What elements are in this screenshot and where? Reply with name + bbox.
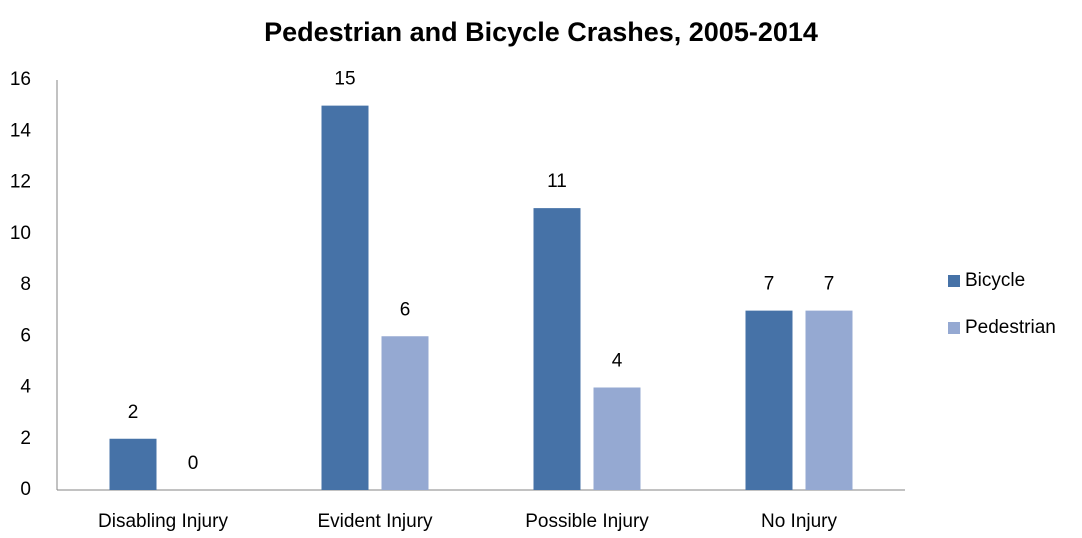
legend-label: Pedestrian (965, 317, 1056, 338)
bar (109, 438, 157, 490)
bar (593, 387, 641, 490)
y-tick-label: 12 (10, 172, 31, 193)
x-tick-label: Evident Injury (317, 511, 433, 532)
legend-label: Bicycle (965, 270, 1025, 291)
value-label: 0 (188, 453, 199, 474)
x-tick-label: Disabling Injury (98, 511, 228, 532)
y-tick-label: 0 (20, 479, 31, 500)
x-tick-label: No Injury (761, 511, 838, 532)
chart-title: Pedestrian and Bicycle Crashes, 2005-201… (264, 17, 818, 47)
bar (533, 208, 581, 490)
value-label: 6 (400, 299, 411, 320)
value-label: 11 (547, 171, 567, 192)
y-tick-label: 8 (20, 274, 31, 295)
y-tick-label: 14 (10, 120, 32, 141)
bar (381, 336, 429, 490)
value-label: 2 (128, 402, 139, 423)
value-label: 15 (334, 69, 355, 90)
x-tick-label: Possible Injury (525, 511, 649, 532)
y-tick-label: 2 (20, 428, 31, 449)
y-tick-label: 4 (20, 377, 31, 398)
y-tick-label: 6 (20, 325, 31, 346)
bar (745, 310, 793, 490)
y-tick-label: 16 (10, 69, 31, 90)
bar (805, 310, 853, 490)
y-tick-label: 10 (10, 223, 31, 244)
value-label: 7 (824, 274, 835, 295)
value-label: 7 (764, 274, 775, 295)
legend-swatch (948, 322, 960, 334)
legend-swatch (948, 275, 960, 287)
value-label: 4 (612, 351, 623, 372)
bar (321, 105, 369, 490)
